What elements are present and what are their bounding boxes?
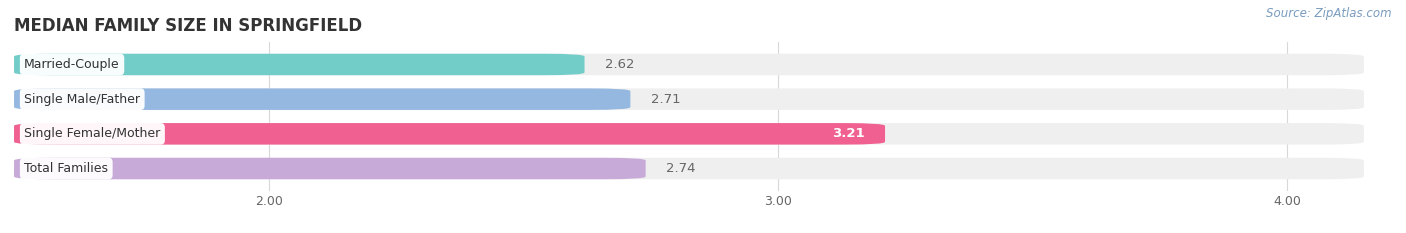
Text: 3.21: 3.21 [832,127,865,140]
FancyBboxPatch shape [14,88,630,110]
Text: 2.74: 2.74 [666,162,696,175]
Text: MEDIAN FAMILY SIZE IN SPRINGFIELD: MEDIAN FAMILY SIZE IN SPRINGFIELD [14,17,363,35]
Text: Married-Couple: Married-Couple [24,58,120,71]
FancyBboxPatch shape [14,123,1364,145]
Text: Single Female/Mother: Single Female/Mother [24,127,160,140]
FancyBboxPatch shape [14,158,645,179]
Text: Total Families: Total Families [24,162,108,175]
Text: Source: ZipAtlas.com: Source: ZipAtlas.com [1267,7,1392,20]
Text: 2.62: 2.62 [605,58,634,71]
Text: Single Male/Father: Single Male/Father [24,93,141,106]
FancyBboxPatch shape [14,88,1364,110]
FancyBboxPatch shape [14,123,884,145]
FancyBboxPatch shape [14,158,1364,179]
FancyBboxPatch shape [14,54,585,75]
FancyBboxPatch shape [14,54,1364,75]
Text: 2.71: 2.71 [651,93,681,106]
